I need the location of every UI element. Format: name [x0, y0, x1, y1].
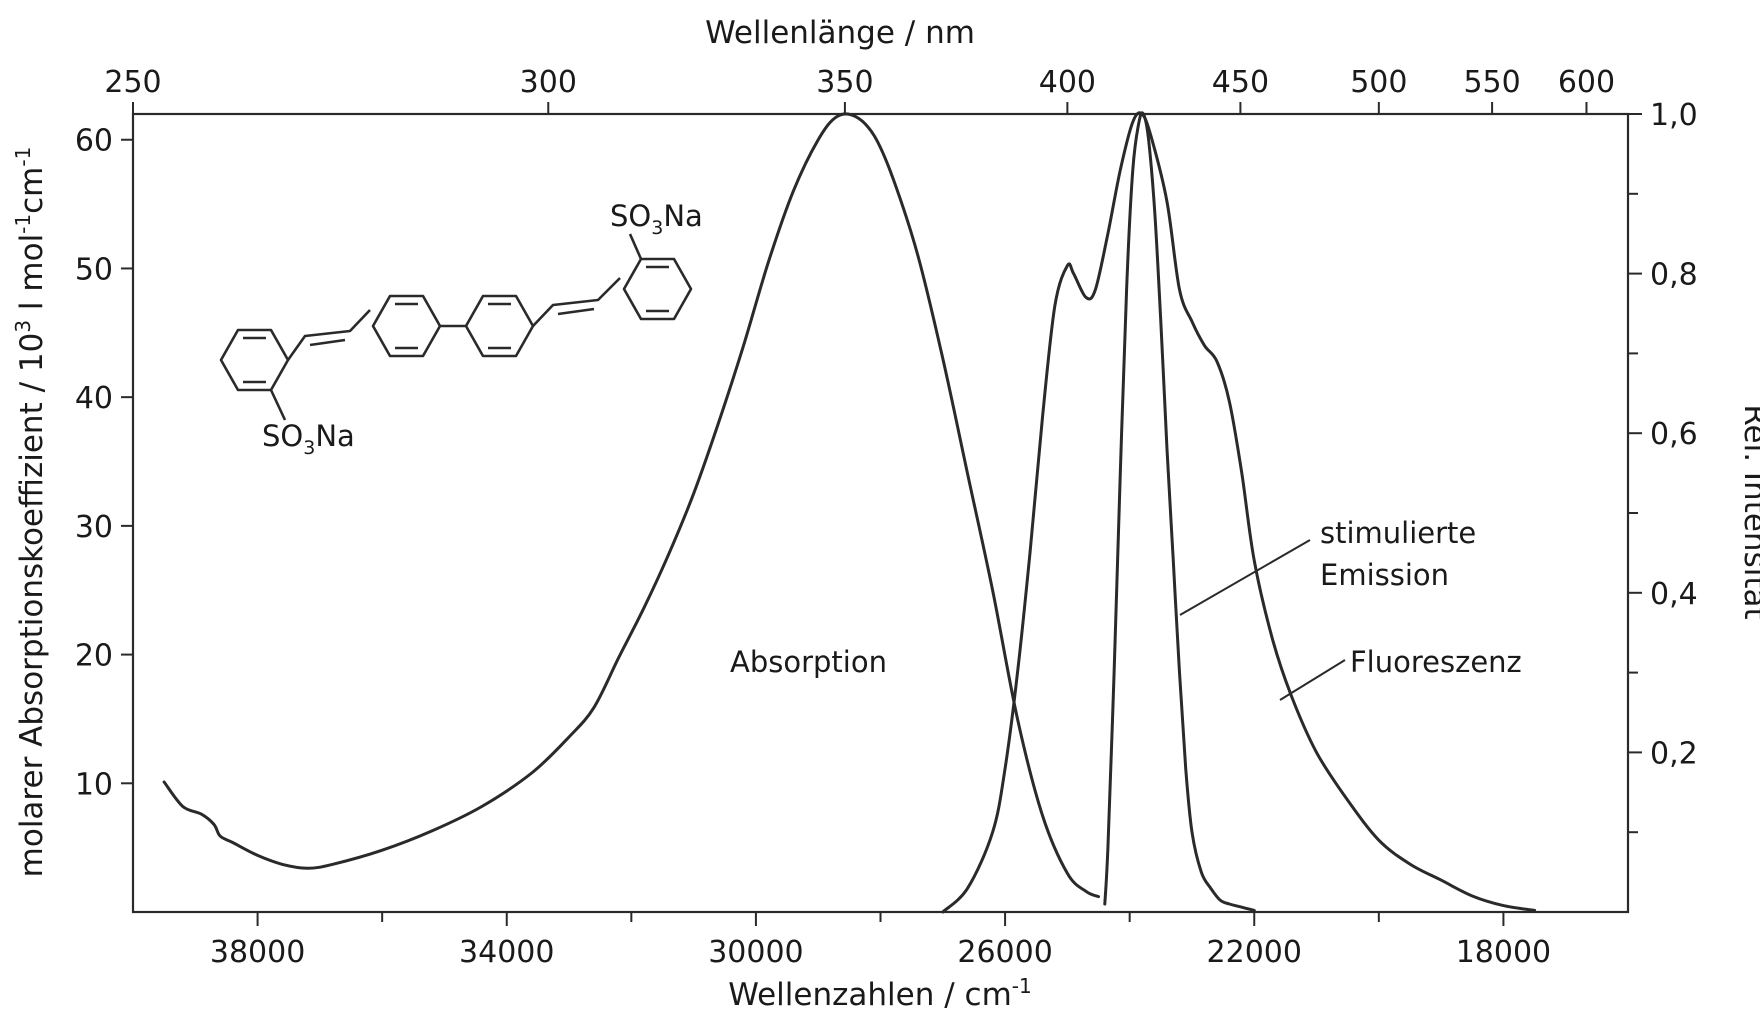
- right-axis-ticks: 0,2 0,4 0,6 0,8 1,0: [1628, 98, 1698, 834]
- left-tick-label: 60: [75, 124, 113, 159]
- left-axis-title-c: l mol: [14, 234, 50, 320]
- stimulierte-emission-curve: [1103, 111, 1256, 912]
- bottom-tick-label: 26000: [957, 935, 1052, 970]
- top-axis-ticks: 250 300 350 400 450 500 550 600: [104, 65, 1615, 114]
- molecule-structure: SO3Na SO3Na: [219, 199, 703, 459]
- top-tick-label: 500: [1350, 65, 1407, 100]
- bottom-axis-title: Wellenzahlen / cm-1: [728, 974, 1031, 1011]
- right-tick-label: 0,8: [1650, 258, 1698, 293]
- bottom-tick-label: 22000: [1207, 935, 1302, 970]
- top-tick-label: 300: [520, 65, 577, 100]
- right-tick-label: 0,6: [1650, 417, 1698, 452]
- stimulated-emission-label-line2: Emission: [1320, 558, 1449, 592]
- fluoreszenz-curve: [941, 111, 1537, 914]
- right-tick-label: 0,2: [1650, 736, 1698, 771]
- right-sulfonate-sub: 3: [651, 217, 663, 239]
- top-tick-label: 550: [1463, 65, 1520, 100]
- bottom-tick-label: 38000: [210, 935, 305, 970]
- left-axis-ticks: 10 20 30 40 50 60: [75, 124, 133, 802]
- left-tick-label: 30: [75, 510, 113, 545]
- right-vinyl: [532, 277, 621, 327]
- right-benzene-ring: [622, 257, 693, 321]
- left-axis-title-e: cm: [14, 167, 50, 214]
- biphenyl-ring-2: [464, 294, 535, 358]
- left-tick-label: 10: [75, 767, 113, 802]
- left-axis-title-f: -1: [11, 147, 35, 167]
- left-tick-label: 50: [75, 252, 113, 287]
- right-axis-title: Rel. Intensität: [1737, 404, 1760, 619]
- left-vinyl: [286, 309, 371, 361]
- bottom-tick-label: 34000: [459, 935, 554, 970]
- left-sulfonate-na: Na: [315, 419, 354, 453]
- left-sulfonate-sub: 3: [303, 437, 315, 459]
- top-axis-title: Wellenlänge / nm: [705, 15, 975, 51]
- right-sulfonate-so: SO: [610, 199, 651, 233]
- left-axis-title: molarer Absorptionskoeffizient / 103 l m…: [11, 147, 50, 878]
- right-sulfonate-na: Na: [663, 199, 702, 233]
- left-sulfonate-bond: [269, 389, 287, 421]
- left-sulfonate-label: SO3Na: [262, 419, 355, 459]
- bottom-axis-ticks: 38000 34000 30000 26000 22000 18000: [210, 912, 1551, 970]
- absorption-curve: [162, 112, 1100, 899]
- left-axis-title-d: -1: [11, 214, 35, 234]
- right-tick-label: 1,0: [1650, 98, 1698, 133]
- right-sulfonate-bond: [628, 233, 643, 260]
- right-tick-label: 0,4: [1650, 577, 1698, 612]
- left-tick-label: 20: [75, 639, 113, 674]
- top-tick-label: 400: [1039, 65, 1096, 100]
- top-tick-label: 350: [816, 65, 873, 100]
- biphenyl-ring-1: [371, 294, 442, 358]
- bottom-tick-label: 30000: [708, 935, 803, 970]
- plot-frame: [131, 112, 1630, 914]
- top-tick-label: 600: [1558, 65, 1615, 100]
- fluorescence-leader: [1279, 659, 1346, 701]
- left-vinyl-double: [309, 338, 346, 347]
- top-tick-label: 250: [104, 65, 161, 100]
- bottom-tick-label: 18000: [1456, 935, 1551, 970]
- left-axis-title-a: molarer Absorptionskoeffizient / 10: [14, 333, 50, 878]
- bottom-axis-title-sup: -1: [1012, 974, 1032, 998]
- absorption-label: Absorption: [730, 645, 887, 679]
- left-sulfonate-so: SO: [262, 419, 303, 453]
- left-tick-label: 40: [75, 381, 113, 416]
- spectrum-curves: [162, 111, 1537, 914]
- top-tick-label: 450: [1212, 65, 1269, 100]
- right-sulfonate-label: SO3Na: [610, 199, 703, 239]
- bottom-axis-title-main: Wellenzahlen / cm: [728, 977, 1012, 1011]
- right-vinyl-double: [557, 307, 595, 316]
- left-axis-title-b: 3: [11, 320, 35, 333]
- stimulated-emission-label-line1: stimulierte: [1320, 516, 1476, 550]
- fluorescence-label: Fluoreszenz: [1350, 645, 1522, 679]
- stimulated-emission-leader: [1179, 539, 1311, 616]
